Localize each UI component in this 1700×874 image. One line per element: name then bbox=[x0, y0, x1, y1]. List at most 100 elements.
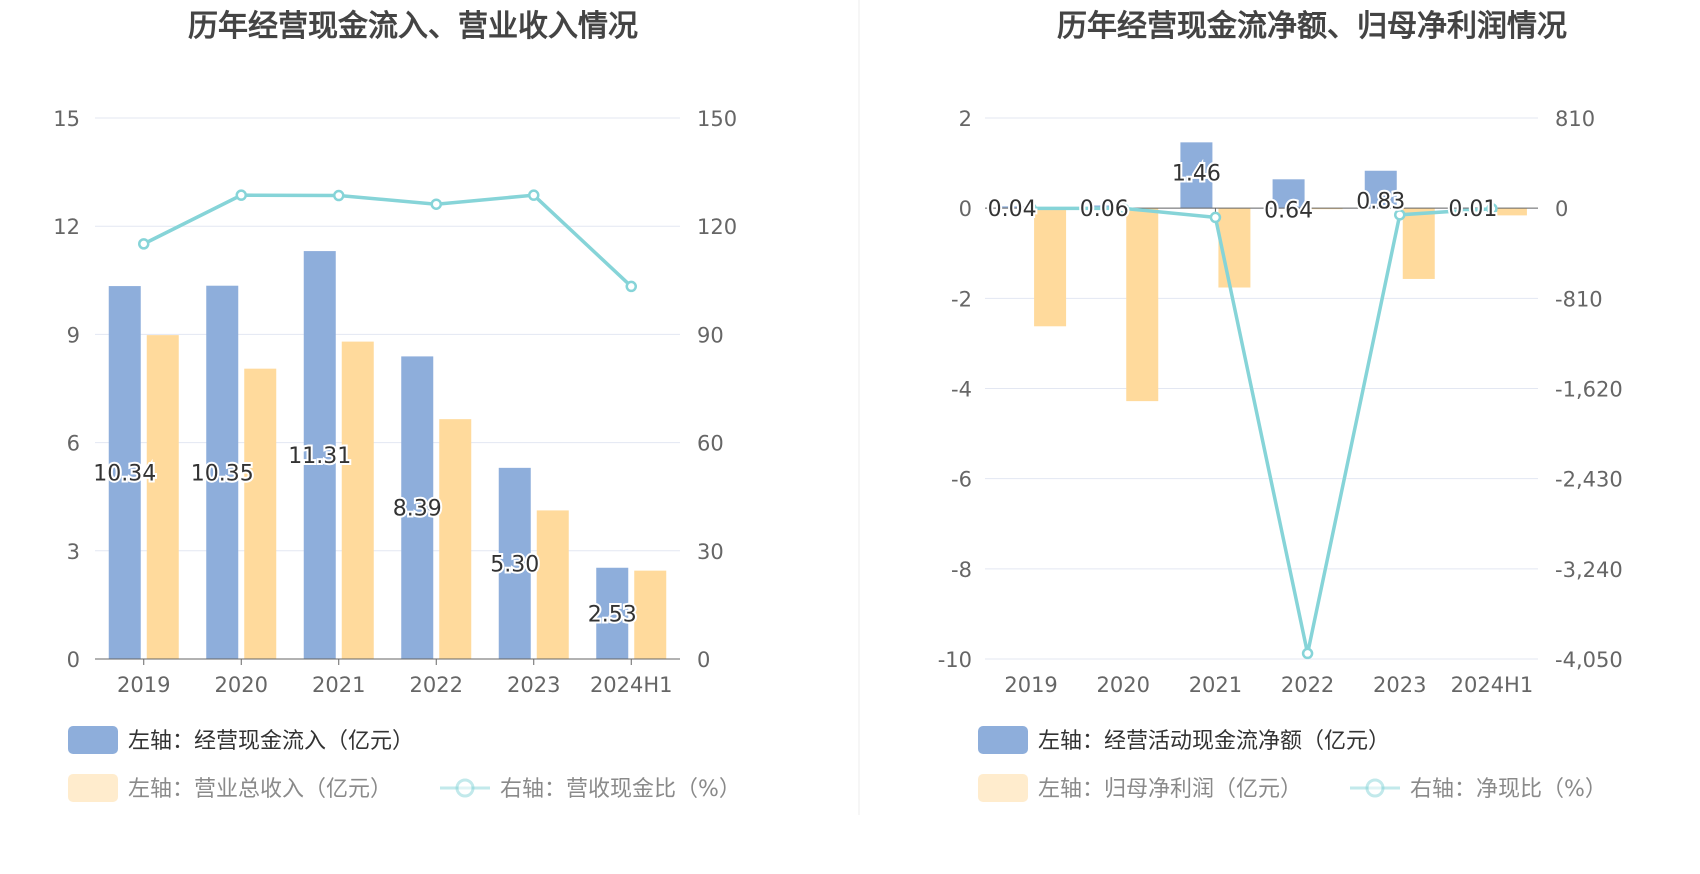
data-label: 0.64 bbox=[1264, 198, 1313, 223]
right-axis-tick-label: -2,430 bbox=[1555, 468, 1623, 492]
right-axis-tick-label: -3,240 bbox=[1555, 558, 1623, 582]
left-axis-tick-label: 0 bbox=[67, 648, 80, 672]
data-label: 5.30 bbox=[490, 552, 539, 577]
right-axis-tick-label: 810 bbox=[1555, 107, 1595, 131]
x-axis-tick-label: 2019 bbox=[117, 673, 170, 697]
line-point bbox=[528, 189, 540, 201]
ratio-line bbox=[142, 193, 633, 288]
x-axis-tick-label: 2021 bbox=[1189, 673, 1242, 697]
blue-bar bbox=[996, 206, 1029, 209]
legend-swatch[interactable] bbox=[978, 726, 1028, 754]
left-axis-tick-label: 9 bbox=[67, 323, 80, 347]
legend-swatch[interactable] bbox=[978, 774, 1028, 802]
right-axis-tick-label: 0 bbox=[1555, 197, 1568, 221]
data-label: 1.46 bbox=[1172, 161, 1221, 186]
right-axis-tick-label: 0 bbox=[697, 648, 710, 672]
left-axis-tick-label: -2 bbox=[951, 287, 972, 311]
legend-label[interactable]: 左轴：经营活动现金流净额（亿元） bbox=[1038, 729, 1390, 754]
x-axis-tick-label: 2022 bbox=[1281, 673, 1334, 697]
blue-bar bbox=[401, 356, 434, 659]
data-label: 0.06 bbox=[1080, 197, 1129, 222]
legend-label[interactable]: 右轴：净现比（%） bbox=[1410, 777, 1607, 802]
data-label: 11.31 bbox=[288, 444, 351, 469]
blue-bar bbox=[1180, 142, 1213, 209]
x-axis-tick-label: 2019 bbox=[1004, 673, 1057, 697]
line-point bbox=[1394, 209, 1406, 221]
blue-bar bbox=[596, 567, 629, 659]
data-label: 8.39 bbox=[393, 497, 442, 522]
orange-bar bbox=[439, 419, 472, 659]
left-axis-tick-label: -4 bbox=[951, 378, 972, 402]
x-axis-tick-label: 2022 bbox=[410, 673, 463, 697]
data-label: 10.35 bbox=[191, 461, 254, 486]
legend-label[interactable]: 左轴：经营现金流入（亿元） bbox=[128, 729, 414, 754]
line-point bbox=[1209, 211, 1222, 224]
left-axis-tick-label: -10 bbox=[938, 648, 972, 672]
chart-title: 历年经营现金流入、营业收入情况 bbox=[188, 9, 638, 44]
x-axis-tick-label: 2024H1 bbox=[1451, 673, 1534, 697]
x-axis-tick-label: 2023 bbox=[1373, 673, 1426, 697]
left-axis-tick-label: 6 bbox=[67, 432, 80, 456]
right-axis-tick-label: -4,050 bbox=[1555, 648, 1623, 672]
orange-bar bbox=[1218, 208, 1251, 288]
orange-bar bbox=[341, 341, 374, 659]
orange-bar bbox=[1034, 208, 1067, 327]
data-label: 0.83 bbox=[1356, 190, 1405, 215]
data-label: 0.01 bbox=[1448, 197, 1497, 222]
data-label: 0.04 bbox=[988, 197, 1037, 222]
left-axis-tick-label: -6 bbox=[951, 468, 972, 492]
right-axis-tick-label: -1,620 bbox=[1555, 378, 1623, 402]
legend-swatch[interactable] bbox=[68, 726, 118, 754]
blue-bar bbox=[206, 285, 239, 659]
line-point bbox=[1301, 647, 1314, 660]
line-point bbox=[1486, 202, 1498, 215]
legend-label[interactable]: 左轴：营业总收入（亿元） bbox=[128, 777, 392, 802]
legend-line-marker[interactable] bbox=[455, 778, 475, 798]
x-axis-tick-label: 2021 bbox=[312, 673, 365, 697]
line-point bbox=[1025, 202, 1037, 215]
blue-bar bbox=[108, 286, 141, 659]
chart-2: 历年经营现金流净额、归母净利润情况 -10 -4,050 -8 -3,240 -6 -2,4… bbox=[938, 9, 1623, 802]
right-axis-tick-label: -810 bbox=[1555, 287, 1603, 311]
left-axis-tick-label: -8 bbox=[951, 558, 972, 582]
orange-bar bbox=[1402, 208, 1435, 279]
right-axis-tick-label: 150 bbox=[697, 107, 737, 131]
left-axis-tick-label: 15 bbox=[53, 107, 80, 131]
line-point bbox=[235, 189, 247, 201]
blue-bar bbox=[498, 467, 531, 659]
orange-bar bbox=[1126, 208, 1159, 402]
ratio-line bbox=[1031, 206, 1493, 654]
data-label: 2.53 bbox=[588, 602, 637, 627]
right-axis-tick-label: 90 bbox=[697, 323, 724, 347]
x-axis-tick-label: 2024H1 bbox=[590, 673, 673, 697]
chart-title: 历年经营现金流净额、归母净利润情况 bbox=[1057, 9, 1567, 44]
legend-line-marker[interactable] bbox=[1365, 778, 1385, 798]
x-axis-tick-label: 2023 bbox=[507, 673, 560, 697]
orange-bar bbox=[146, 335, 179, 659]
legend-swatch[interactable] bbox=[68, 774, 118, 802]
orange-bar bbox=[1494, 208, 1527, 216]
data-label: 10.34 bbox=[93, 462, 156, 487]
orange-bar bbox=[244, 368, 277, 659]
left-axis-tick-label: 2 bbox=[959, 107, 972, 131]
line-point bbox=[430, 198, 442, 210]
right-axis-tick-label: 120 bbox=[697, 215, 737, 239]
blue-bar bbox=[1272, 179, 1305, 209]
orange-bar bbox=[536, 510, 569, 659]
legend-label[interactable]: 左轴：归母净利润（亿元） bbox=[1038, 777, 1302, 802]
right-axis-tick-label: 30 bbox=[697, 540, 724, 564]
x-axis-tick-label: 2020 bbox=[1097, 673, 1150, 697]
blue-bar bbox=[1364, 170, 1397, 209]
orange-bar bbox=[634, 570, 667, 659]
legend-label[interactable]: 右轴：营收现金比（%） bbox=[500, 777, 741, 802]
line-point bbox=[1117, 202, 1129, 215]
line-point bbox=[138, 238, 150, 250]
line-point bbox=[625, 280, 637, 293]
chart-1: 历年经营现金流入、营业收入情况 0 0 3 30 6 60 9 90 12 120 15 150 2019… bbox=[53, 9, 741, 802]
line-point bbox=[333, 189, 345, 202]
right-axis-tick-label: 60 bbox=[697, 432, 724, 456]
blue-bar bbox=[303, 251, 336, 659]
left-axis-tick-label: 12 bbox=[53, 215, 80, 239]
